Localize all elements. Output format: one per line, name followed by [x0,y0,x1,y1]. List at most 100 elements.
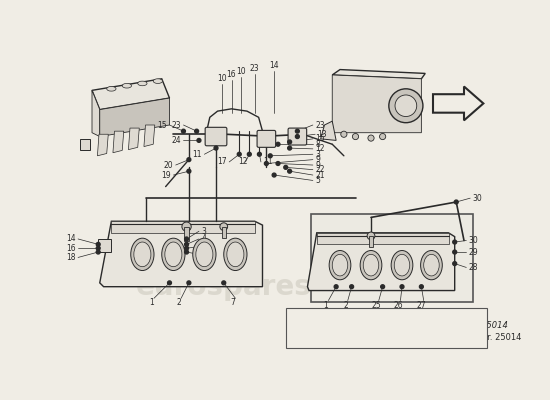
Circle shape [265,162,268,166]
Bar [184,227,189,240]
Circle shape [295,129,299,133]
Text: Valid for USA, CDN, CH and AUS from engine Nr. 25014: Valid for USA, CDN, CH and AUS from engi… [290,333,522,342]
Text: 21: 21 [315,170,324,180]
Circle shape [168,281,172,285]
Circle shape [214,146,218,150]
Text: 30: 30 [469,236,478,245]
Text: 11: 11 [263,158,273,166]
Polygon shape [92,90,100,136]
Ellipse shape [360,250,382,280]
Polygon shape [307,233,455,290]
FancyBboxPatch shape [286,308,487,348]
Ellipse shape [134,242,151,267]
Polygon shape [317,233,448,244]
Circle shape [454,200,458,204]
Text: 9: 9 [315,160,320,170]
Text: 12: 12 [238,158,248,166]
Ellipse shape [192,238,216,270]
Text: 18: 18 [66,253,76,262]
Polygon shape [80,139,90,150]
Ellipse shape [421,250,442,280]
Circle shape [288,146,292,150]
Circle shape [334,285,338,289]
Circle shape [96,250,100,254]
Text: 15: 15 [157,120,167,130]
Circle shape [185,246,189,250]
Ellipse shape [391,250,413,280]
Text: 13: 13 [317,130,327,139]
Text: 28: 28 [469,263,478,272]
Text: 23: 23 [172,120,181,130]
Circle shape [295,135,299,138]
FancyBboxPatch shape [311,214,474,302]
Circle shape [197,138,201,142]
Text: eurospares: eurospares [136,273,312,301]
Circle shape [353,134,359,140]
Text: 16: 16 [66,244,76,253]
Text: 19: 19 [162,170,171,180]
FancyBboxPatch shape [205,127,227,146]
Text: 14: 14 [66,234,76,244]
Text: 7: 7 [230,298,235,307]
Text: 8: 8 [315,140,320,149]
Circle shape [182,222,191,231]
Text: 25: 25 [372,300,381,310]
Bar [369,236,373,247]
Polygon shape [100,221,262,287]
Text: 10: 10 [236,67,246,76]
Circle shape [257,152,261,156]
Polygon shape [332,75,421,133]
Circle shape [220,223,228,230]
Circle shape [341,131,347,137]
Bar [222,227,225,238]
Polygon shape [111,221,255,233]
Circle shape [288,140,292,144]
Polygon shape [332,70,425,79]
Circle shape [400,285,404,289]
Ellipse shape [224,238,247,270]
Text: 29: 29 [469,248,478,256]
Circle shape [187,281,191,285]
Circle shape [395,95,417,116]
Circle shape [187,158,191,162]
Text: 14: 14 [270,60,279,70]
Ellipse shape [363,254,379,276]
Text: 22: 22 [315,165,324,174]
Text: 5: 5 [315,176,320,185]
Circle shape [389,89,423,123]
Circle shape [368,135,374,141]
Circle shape [96,242,100,246]
Circle shape [453,240,456,244]
Circle shape [222,281,225,285]
Text: 2: 2 [177,298,181,307]
FancyBboxPatch shape [288,128,307,145]
Circle shape [381,285,384,289]
Text: 30: 30 [472,194,482,203]
Circle shape [185,242,189,246]
Polygon shape [100,98,169,136]
Ellipse shape [131,238,154,270]
Text: 1: 1 [149,298,154,307]
Text: 20: 20 [164,160,173,170]
Polygon shape [97,134,108,156]
Circle shape [268,154,272,158]
Polygon shape [113,131,124,153]
Ellipse shape [138,81,147,86]
Circle shape [453,250,456,254]
Text: 23: 23 [250,64,260,73]
Text: 5: 5 [201,242,206,251]
Text: 12: 12 [315,144,324,153]
Circle shape [276,142,280,146]
Circle shape [379,134,386,140]
Polygon shape [92,79,169,110]
Ellipse shape [227,242,244,267]
Circle shape [420,285,424,289]
Polygon shape [98,239,111,252]
Text: 6: 6 [201,250,206,259]
Circle shape [187,169,191,173]
Text: Vale per USA, CDN, CH e AUS dal motore No. 25014: Vale per USA, CDN, CH e AUS dal motore N… [290,320,508,330]
Ellipse shape [394,254,410,276]
Circle shape [185,250,189,254]
Circle shape [96,246,100,250]
Text: 2: 2 [343,300,348,310]
